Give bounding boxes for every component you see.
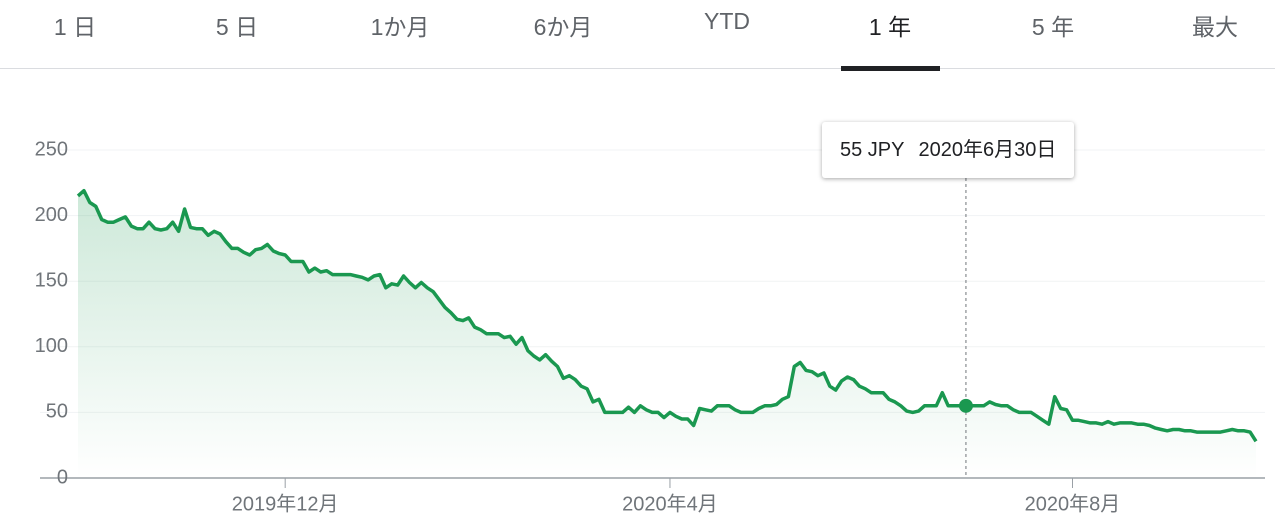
y-tick-label: 150 — [35, 269, 68, 291]
range-tab[interactable]: 6か月 — [533, 14, 593, 40]
range-tab[interactable]: 最大 — [1192, 14, 1238, 40]
y-tick-label: 200 — [35, 204, 68, 226]
y-tick-label: 0 — [57, 466, 68, 488]
x-tick-label: 2020年8月 — [1025, 492, 1121, 515]
range-tab[interactable]: YTD — [704, 8, 750, 34]
range-tab[interactable]: 1 年 — [868, 14, 912, 40]
hover-point — [958, 398, 973, 413]
range-tabs: 1 日 5 日 1か月 6か月 YTD 1 年 5 年 最大 — [0, 0, 1275, 71]
tooltip-value: 55 JPY — [840, 139, 905, 161]
y-tick-label: 50 — [46, 401, 68, 423]
tooltip: 55 JPY 2020年6月30日 — [822, 122, 1075, 178]
selected-underline — [841, 66, 940, 71]
x-tick-label: 2020年4月 — [622, 492, 718, 515]
y-tick-label: 250 — [35, 138, 68, 160]
range-tab[interactable]: 1か月 — [370, 14, 430, 40]
range-tab[interactable]: 5 年 — [1031, 14, 1075, 40]
x-tick-label: 2019年12月 — [232, 492, 339, 515]
tooltip-date: 2020年6月30日 — [918, 139, 1057, 161]
area — [78, 190, 1256, 478]
price-line — [76, 188, 1258, 443]
y-tick-label: 100 — [35, 335, 68, 357]
range-tab[interactable]: 1 日 — [53, 14, 97, 40]
range-tab[interactable]: 5 日 — [215, 14, 259, 40]
